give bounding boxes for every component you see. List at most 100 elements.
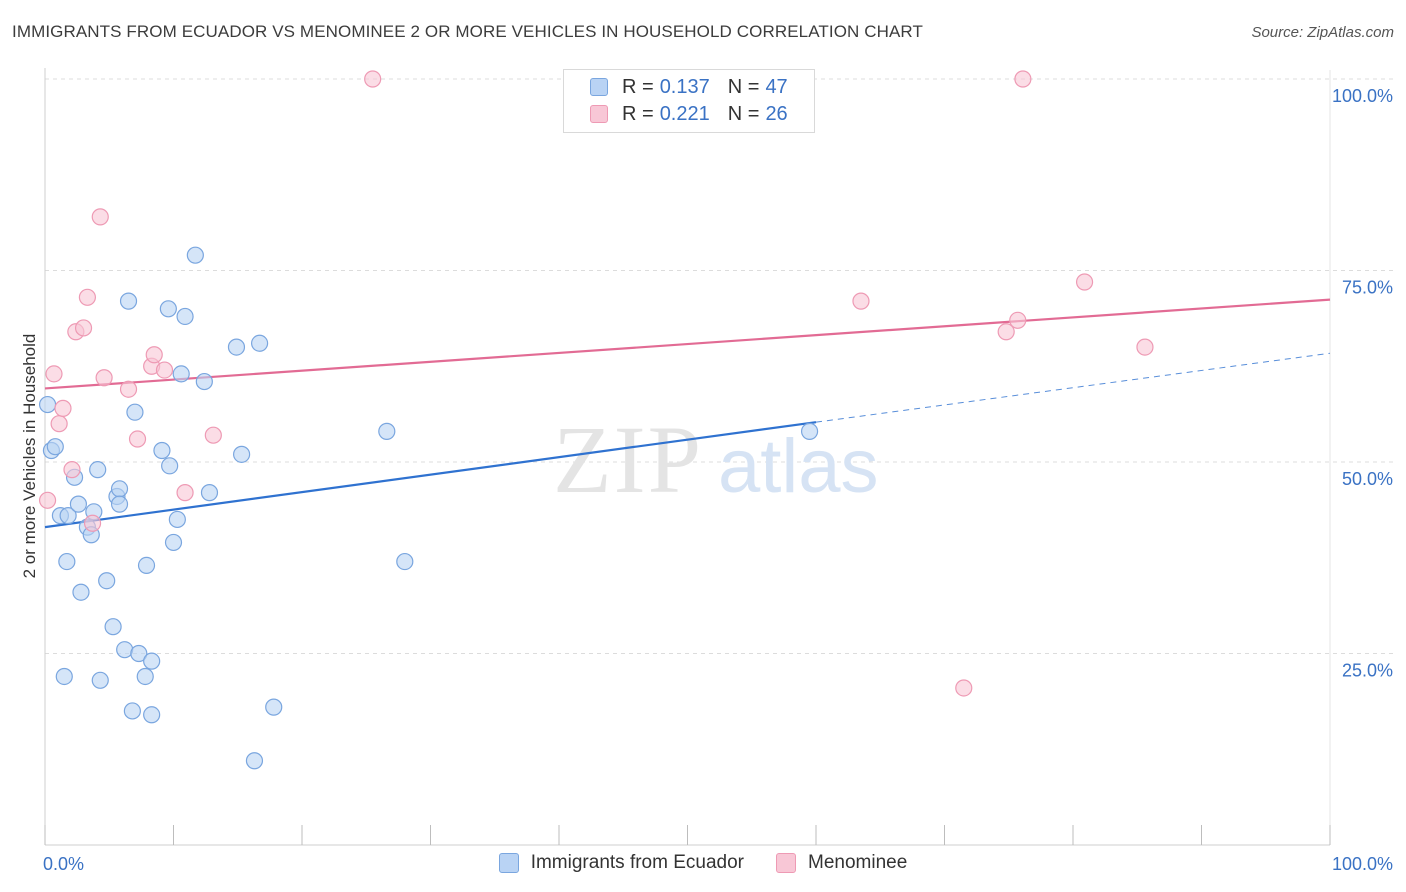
point-menominee [997,323,1015,341]
point-menominee [38,491,57,509]
point-menominee [364,70,382,88]
legend-n-label: N = [727,75,760,98]
legend-n-value: 47 [765,75,788,98]
point-menominee [78,288,97,306]
gridlines [45,78,1395,654]
point-ecuador [58,552,76,571]
point-ecuador [233,445,251,463]
trendline-menominee [44,298,1331,390]
point-ecuador [130,644,148,663]
point-ecuador [119,292,138,310]
point-menominee [204,426,222,444]
legend-swatch-blue [498,853,519,873]
legend-swatch-pink [776,853,796,873]
series-legend-ecuador[interactable]: Immigrants from Ecuador [498,852,744,874]
point-ecuador [164,533,183,552]
point-menominee [1136,338,1154,356]
chart-title: IMMIGRANTS FROM ECUADOR VS MENOMINEE 2 O… [12,22,923,41]
point-ecuador [137,556,156,575]
point-ecuador [250,334,269,352]
legend-row-ecuador: R = 0.137 N = 47 [590,75,788,99]
point-ecuador [143,652,161,670]
point-menominee [955,679,973,697]
point-ecuador [110,480,129,498]
point-ecuador [265,698,283,716]
point-ecuador [159,300,177,318]
legend-row-menominee: R = 0.221 N = 26 [590,102,788,126]
point-ecuador [245,752,264,770]
point-menominee [91,208,109,226]
series-legend-label: Immigrants from Ecuador [530,852,744,873]
y-tick-label: 25.0% [1342,661,1393,681]
series-legend: Immigrants from Ecuador Menominee [0,852,1406,874]
point-menominee [45,365,63,383]
point-ecuador [195,372,213,391]
point-ecuador [89,461,107,479]
point-ecuador [98,572,116,590]
axis-labels: 25.0% 50.0% 75.0% 100.0% 0.0% 100.0% [43,86,1393,874]
watermark-atlas: atlas [718,424,879,509]
series-legend-menominee[interactable]: Menominee [776,852,907,874]
point-menominee [119,380,138,398]
point-ecuador [69,495,88,513]
legend-r-label: R = [622,102,654,125]
point-ecuador [200,484,219,502]
point-menominee [1075,273,1094,291]
point-ecuador [59,507,77,525]
y-tick-label: 100.0% [1332,86,1393,106]
point-ecuador [126,403,144,421]
data-points [38,70,1154,770]
point-menominee [155,361,174,379]
point-ecuador [227,338,246,356]
y-tick-label: 75.0% [1342,278,1393,298]
point-ecuador [176,307,194,326]
axes [44,68,1331,846]
legend-r-label: R = [622,75,654,98]
point-menominee [1014,70,1032,88]
source-label: Source: ZipAtlas.com [1251,24,1394,41]
point-ecuador [123,702,141,720]
legend-n-label: N = [727,102,760,125]
watermark: ZIP atlas [553,406,879,513]
y-axis-label: 2 or more Vehicles in Household [20,333,39,579]
series-legend-label: Menominee [808,852,908,873]
point-menominee [74,319,93,337]
point-menominee [50,415,68,433]
point-ecuador [396,552,414,571]
point-ecuador [172,365,190,383]
trendline-ecuador [44,421,817,529]
watermark-zip: ZIP [553,406,703,513]
point-menominee [128,430,147,448]
point-ecuador [143,706,161,724]
trendline-ecuador-extension [815,352,1331,423]
trendlines [44,298,1331,529]
legend-swatch-blue [590,78,608,96]
point-ecuador [378,422,396,440]
x-tick-label: 0.0% [43,854,84,874]
point-ecuador [161,457,179,475]
point-ecuador [38,395,57,414]
legend-r-value: 0.221 [659,102,710,125]
point-menominee [176,484,194,502]
point-ecuador [800,422,819,440]
point-ecuador [116,641,134,659]
point-ecuador [153,441,171,460]
point-ecuador [110,495,129,513]
point-ecuador [91,671,109,689]
point-ecuador [136,667,154,686]
point-ecuador [46,438,64,456]
x-tick-label: 100.0% [1332,854,1393,874]
legend-n-value: 26 [765,102,788,125]
point-ecuador [186,246,204,264]
legend-swatch-pink [590,105,608,123]
point-menominee [852,292,870,310]
point-menominee [95,369,113,387]
legend-r-value: 0.137 [659,75,710,98]
point-ecuador [55,667,73,686]
y-tick-label: 50.0% [1342,469,1393,489]
point-menominee [63,461,81,479]
point-ecuador [168,510,186,529]
point-menominee [145,346,163,364]
stats-legend: R = 0.137 N = 47 R = 0.221 N = 26 [563,69,815,133]
